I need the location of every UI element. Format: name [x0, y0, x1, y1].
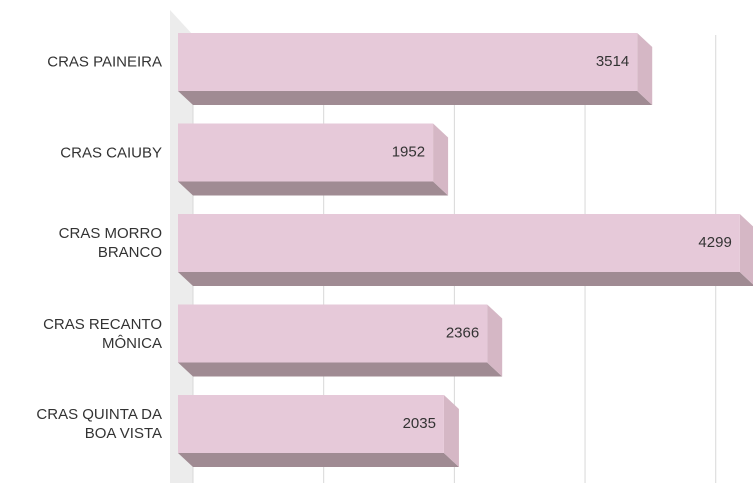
bar-bottom: [178, 91, 652, 105]
category-label: CRAS MORRO BRANCO: [12, 224, 162, 262]
bar-bottom: [178, 453, 459, 467]
category-label: CRAS RECANTO MÔNICA: [12, 315, 162, 353]
category-label-box: CRAS RECANTO MÔNICA: [0, 315, 162, 353]
bar-bottom: [178, 182, 448, 196]
value-label: 3514: [596, 53, 629, 70]
category-label: CRAS PAINEIRA: [12, 53, 162, 72]
category-label: CRAS CAIUBY: [12, 143, 162, 162]
chart: 3514 1952 4299 2366 2035 CRAS PAINEIRA CRAS C…: [0, 0, 753, 483]
category-label-box: CRAS QUINTA DA BOA VISTA: [0, 405, 162, 443]
category-label-box: CRAS CAIUBY: [0, 143, 162, 162]
value-label: 2035: [403, 415, 436, 432]
bar: [178, 214, 740, 272]
category-label: CRAS QUINTA DA BOA VISTA: [12, 405, 162, 443]
category-label-box: CRAS PAINEIRA: [0, 53, 162, 72]
value-label: 2366: [446, 324, 479, 341]
bar: [178, 33, 637, 91]
bar: [178, 305, 487, 363]
bar-bottom: [178, 272, 753, 286]
bar-bottom: [178, 363, 502, 377]
value-label: 4299: [698, 234, 731, 251]
value-label: 1952: [392, 143, 425, 160]
category-label-box: CRAS MORRO BRANCO: [0, 224, 162, 262]
